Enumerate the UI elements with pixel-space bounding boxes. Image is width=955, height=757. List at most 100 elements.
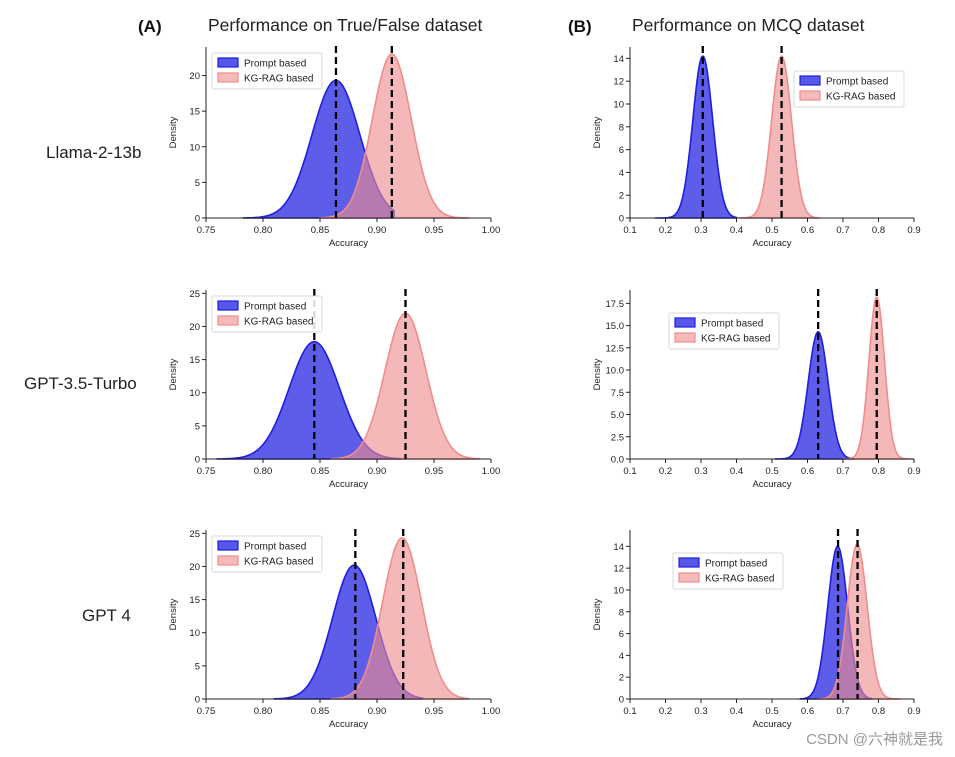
density-kg-rag: [842, 296, 914, 460]
legend-label-prompt: Prompt based: [701, 319, 763, 330]
x-axis-label: Accuracy: [752, 479, 791, 490]
legend: Prompt based KG-RAG based: [672, 552, 784, 590]
density-prompt: [654, 55, 738, 219]
legend-box: [672, 552, 784, 590]
x-tick-label: 0.4: [730, 706, 743, 717]
x-axis-label: Accuracy: [752, 238, 791, 249]
y-axis-label: Density: [592, 598, 603, 630]
x-tick-label: 0.3: [694, 466, 707, 477]
legend-box: [211, 52, 323, 90]
y-tick-label: 6: [619, 629, 624, 640]
y-tick-label: 8: [619, 607, 624, 618]
x-tick-label: 0.6: [801, 706, 814, 717]
x-tick-label: 0.9: [907, 466, 920, 477]
y-tick-label: 2: [619, 191, 624, 202]
x-tick-label: 0.5: [765, 706, 778, 717]
panel-a-title: Performance on True/False dataset: [208, 15, 482, 35]
watermark: CSDN @六神就是我: [806, 731, 943, 748]
y-tick-label: 14: [613, 542, 624, 553]
legend: Prompt based KG-RAG based: [211, 535, 323, 573]
x-tick-label: 0.85: [311, 706, 330, 717]
y-tick-label: 15: [189, 107, 200, 118]
legend-box: [211, 535, 323, 573]
x-tick-label: 0.7: [836, 466, 849, 477]
x-tick-label: 0.95: [425, 225, 444, 236]
y-tick-label: 2.5: [611, 432, 624, 443]
legend-label-prompt: Prompt based: [244, 59, 306, 70]
y-tick-label: 0.0: [611, 455, 624, 466]
legend-label-prompt: Prompt based: [826, 77, 888, 88]
x-tick-label: 0.8: [872, 706, 885, 717]
y-tick-label: 7.5: [611, 388, 624, 399]
x-axis-label: Accuracy: [329, 238, 368, 249]
x-tick-label: 0.8: [872, 466, 885, 477]
legend-label-prompt: Prompt based: [244, 542, 306, 553]
subplot-5: 0.75 0.80 0.85 0.90 0.95 1.00 0 5 10 15 20 25 Accura…: [168, 529, 500, 730]
legend-label-prompt: Prompt based: [705, 559, 767, 570]
y-tick-label: 20: [189, 562, 200, 573]
y-tick-label: 20: [189, 322, 200, 333]
density-kg-rag: [817, 543, 901, 700]
y-tick-label: 4: [619, 651, 624, 662]
x-tick-label: 0.85: [311, 466, 330, 477]
y-tick-label: 10: [189, 388, 200, 399]
y-tick-label: 10: [189, 628, 200, 639]
y-tick-label: 15: [189, 595, 200, 606]
legend-swatch-kg-rag: [678, 572, 700, 583]
x-tick-label: 0.6: [801, 225, 814, 236]
legend-box: [793, 70, 905, 108]
y-tick-label: 14: [613, 54, 624, 65]
y-tick-label: 2: [619, 673, 624, 684]
x-tick-label: 0.75: [197, 225, 216, 236]
subplot-4: 0.1 0.2 0.3 0.4 0.5 0.6 0.7 0.8 0.9 0.0 2.5 5.0 7.5 1…: [592, 289, 921, 490]
legend-swatch-prompt: [678, 557, 700, 568]
legend-swatch-kg-rag: [217, 315, 239, 326]
y-tick-label: 10: [189, 142, 200, 153]
y-tick-label: 4: [619, 168, 624, 179]
x-tick-label: 0.95: [425, 466, 444, 477]
x-tick-label: 0.9: [907, 706, 920, 717]
legend: Prompt based KG-RAG based: [668, 312, 780, 350]
x-axis-label: Accuracy: [329, 719, 368, 730]
legend: Prompt based KG-RAG based: [793, 70, 905, 108]
panel-b-label: (B): [568, 17, 592, 36]
y-tick-label: 5: [195, 661, 200, 672]
charts-group: 0.75 0.80 0.85 0.90 0.95 1.0005101520Accuracy…: [168, 46, 921, 730]
x-tick-label: 0.4: [730, 466, 743, 477]
panel-a-label: (A): [138, 17, 162, 36]
row-label-gpt4: GPT 4: [82, 606, 131, 625]
subplot-2: 0.1 0.2 0.3 0.4 0.5 0.6 0.7 0.8 0.9 0 2 4 6 8 10 12 14 Ac…: [592, 46, 921, 249]
x-tick-label: 0.7: [836, 225, 849, 236]
y-tick-label: 5.0: [611, 410, 624, 421]
x-tick-label: 0.1: [623, 706, 636, 717]
y-axis-label: Density: [168, 598, 179, 630]
legend-label-prompt: Prompt based: [244, 302, 306, 313]
y-tick-label: 25: [189, 289, 200, 300]
y-axis-label: Density: [592, 358, 603, 390]
y-axis-label: Density: [168, 358, 179, 390]
legend-swatch-kg-rag: [217, 72, 239, 83]
y-tick-label: 15.0: [606, 321, 625, 332]
y-tick-label: 0: [195, 695, 200, 706]
legend-swatch-kg-rag: [799, 90, 821, 101]
legend-label-kg-rag: KG-RAG based: [705, 574, 774, 585]
legend-swatch-prompt: [217, 57, 239, 68]
row-label-llama: Llama-2-13b: [46, 143, 141, 162]
x-tick-label: 0.1: [623, 466, 636, 477]
legend-box: [211, 295, 323, 333]
subplot-1: 0.75 0.80 0.85 0.90 0.95 1.00 0 5 10 15 20 Accuracy…: [168, 46, 500, 249]
x-tick-label: 0.75: [197, 706, 216, 717]
y-tick-label: 12: [613, 564, 624, 575]
x-tick-label: 0.4: [730, 225, 743, 236]
y-tick-label: 0: [619, 695, 624, 706]
density-kg-rag: [319, 53, 469, 219]
legend-label-kg-rag: KG-RAG based: [701, 334, 770, 345]
y-tick-label: 10: [613, 100, 624, 111]
density-kg-rag: [739, 55, 819, 219]
x-tick-label: 1.00: [482, 466, 501, 477]
legend-swatch-prompt: [799, 75, 821, 86]
y-tick-label: 15: [189, 355, 200, 366]
x-tick-label: 0.5: [765, 466, 778, 477]
subplot-3: 0.75 0.80 0.85 0.90 0.95 1.00 0 5 10 15 20 25 Accura…: [168, 289, 500, 490]
y-axis-label: Density: [168, 116, 179, 148]
